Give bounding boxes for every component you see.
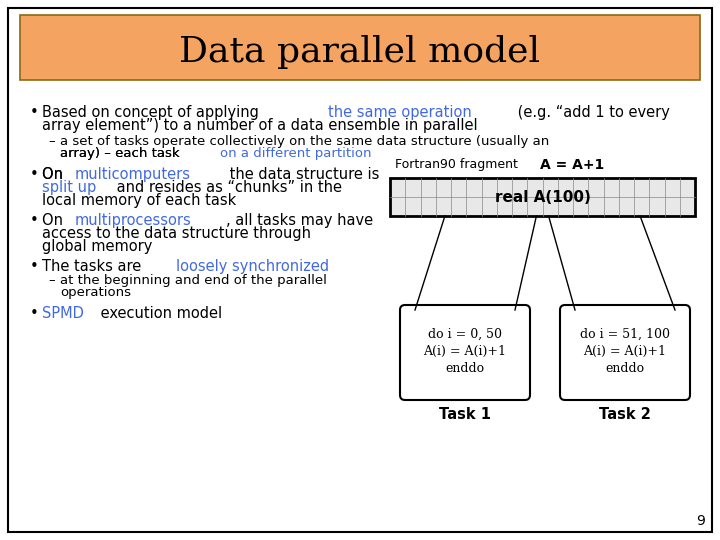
Text: On: On — [42, 213, 68, 228]
Text: array element”) to a number of a data ensemble in parallel: array element”) to a number of a data en… — [42, 118, 477, 133]
Text: array) – each task: array) – each task — [60, 147, 184, 160]
Text: •: • — [30, 259, 39, 274]
Text: A(i) = A(i)+1: A(i) = A(i)+1 — [583, 345, 667, 358]
Text: a set of tasks operate collectively on the same data structure (usually an: a set of tasks operate collectively on t… — [60, 135, 549, 148]
Text: On: On — [42, 167, 68, 182]
Text: enddo: enddo — [446, 362, 485, 375]
Text: The tasks are: The tasks are — [42, 259, 146, 274]
Text: operations: operations — [60, 286, 131, 299]
Text: the data structure is: the data structure is — [225, 167, 379, 182]
Text: A = A+1: A = A+1 — [540, 158, 604, 172]
FancyBboxPatch shape — [8, 8, 712, 532]
Text: at the beginning and end of the parallel: at the beginning and end of the parallel — [60, 274, 327, 287]
FancyBboxPatch shape — [400, 305, 530, 400]
Text: –: – — [48, 135, 55, 148]
Text: local memory of each task: local memory of each task — [42, 193, 236, 208]
Text: (e.g. “add 1 to every: (e.g. “add 1 to every — [513, 105, 670, 120]
Text: 9: 9 — [696, 514, 705, 528]
Text: do i = 0, 50: do i = 0, 50 — [428, 328, 502, 341]
Text: •: • — [30, 306, 39, 321]
Text: Task 2: Task 2 — [599, 407, 651, 422]
Text: , all tasks may have: , all tasks may have — [225, 213, 373, 228]
Text: multicomputers: multicomputers — [75, 167, 191, 182]
Text: Data parallel model: Data parallel model — [179, 35, 541, 69]
Text: On: On — [42, 167, 68, 182]
Text: Based on concept of applying: Based on concept of applying — [42, 105, 264, 120]
FancyBboxPatch shape — [560, 305, 690, 400]
Text: SPMD: SPMD — [42, 306, 84, 321]
Text: real A(100): real A(100) — [495, 190, 590, 205]
Text: access to the data structure through: access to the data structure through — [42, 226, 311, 241]
Text: multiprocessors: multiprocessors — [75, 213, 192, 228]
FancyBboxPatch shape — [20, 15, 700, 80]
Text: –: – — [48, 274, 55, 287]
Text: •: • — [30, 167, 39, 182]
Text: split up: split up — [42, 180, 96, 195]
Text: the same operation: the same operation — [328, 105, 472, 120]
Text: execution model: execution model — [96, 306, 222, 321]
Text: •: • — [30, 105, 39, 120]
Text: loosely synchronized: loosely synchronized — [176, 259, 329, 274]
Text: enddo: enddo — [606, 362, 644, 375]
Text: and resides as “chunks” in the: and resides as “chunks” in the — [112, 180, 342, 195]
Text: on a different partition: on a different partition — [220, 147, 372, 160]
Text: A(i) = A(i)+1: A(i) = A(i)+1 — [423, 345, 506, 358]
Text: global memory: global memory — [42, 239, 153, 254]
Text: Task 1: Task 1 — [439, 407, 491, 422]
Bar — [390, 178, 695, 216]
Text: array) – each task: array) – each task — [60, 147, 184, 160]
Text: •: • — [30, 213, 39, 228]
Text: Fortran90 fragment: Fortran90 fragment — [395, 158, 518, 171]
Text: do i = 51, 100: do i = 51, 100 — [580, 328, 670, 341]
